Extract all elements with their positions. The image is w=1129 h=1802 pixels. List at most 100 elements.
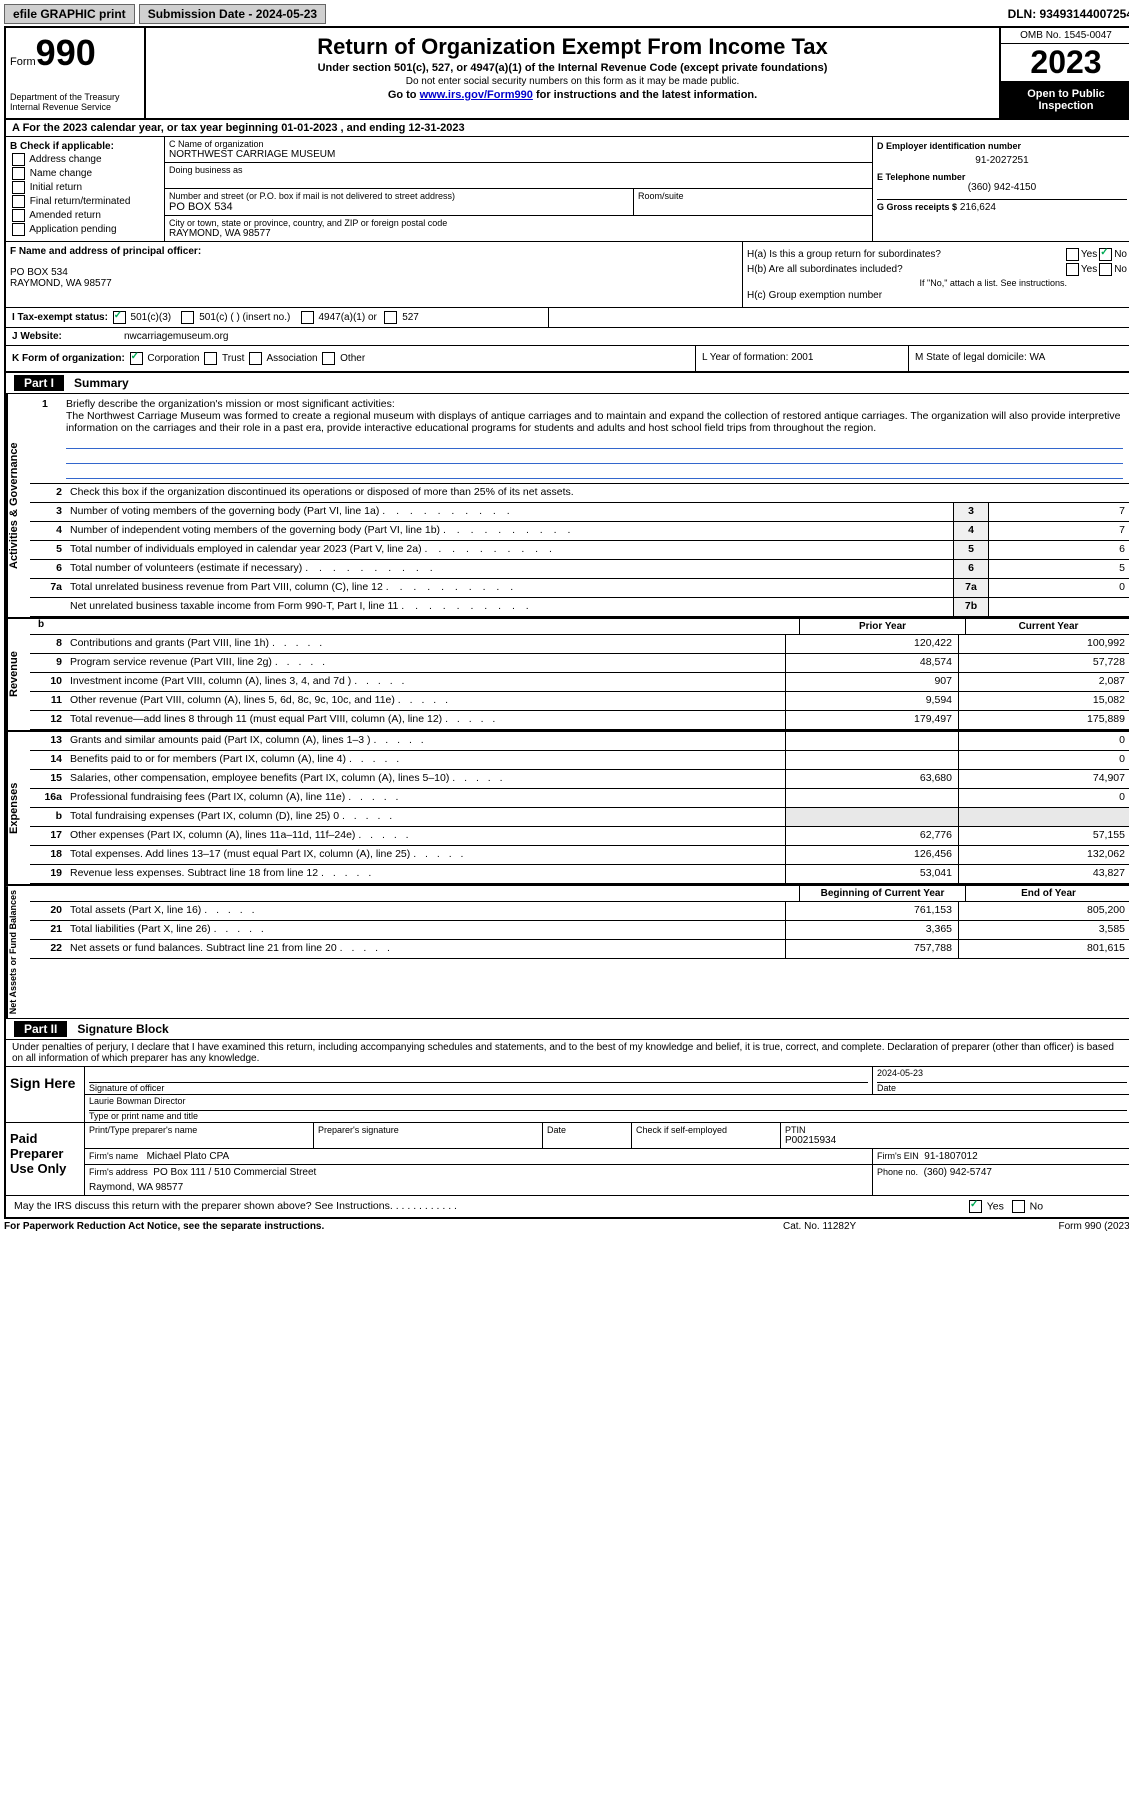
line-3: 3Number of voting members of the governi…: [30, 503, 1129, 522]
l-year-formation: L Year of formation: 2001: [696, 346, 909, 371]
vtab-expenses: Expenses: [6, 732, 30, 884]
form-footer: Form 990 (2023): [983, 1221, 1129, 1232]
line-10: 10Investment income (Part VIII, column (…: [30, 673, 1129, 692]
omb-number: OMB No. 1545-0047: [1001, 28, 1129, 44]
chk-trust[interactable]: [204, 352, 217, 365]
org-name-label: C Name of organization: [169, 139, 868, 149]
col-h: H(a) Is this a group return for subordin…: [743, 242, 1129, 307]
h-b-yes[interactable]: [1066, 263, 1079, 276]
discuss-label: May the IRS discuss this return with the…: [14, 1200, 393, 1212]
phone-value: (360) 942-4150: [877, 182, 1127, 193]
chk-address-change[interactable]: Address change: [10, 153, 160, 166]
ein-label: D Employer identification number: [877, 141, 1127, 151]
chk-application-pending[interactable]: Application pending: [10, 223, 160, 236]
chk-amended-return[interactable]: Amended return: [10, 209, 160, 222]
h-a-no[interactable]: [1099, 248, 1112, 261]
officer-addr1: PO BOX 534: [10, 267, 738, 278]
line-18: 18Total expenses. Add lines 13–17 (must …: [30, 846, 1129, 865]
form-990-container: Form990 Department of the Treasury Inter…: [4, 26, 1129, 1219]
section-bcd: B Check if applicable: Address change Na…: [6, 137, 1129, 242]
dln-label: DLN: 93493144007254: [1008, 7, 1129, 21]
form-number: 990: [36, 32, 96, 73]
h-b-note: If "No," attach a list. See instructions…: [747, 278, 1127, 288]
ptin-label: PTIN: [785, 1125, 1127, 1135]
chk-final-return[interactable]: Final return/terminated: [10, 195, 160, 208]
dba-row: Doing business as: [165, 163, 872, 189]
line-6: 6Total number of volunteers (estimate if…: [30, 560, 1129, 579]
officer-addr2: RAYMOND, WA 98577: [10, 278, 738, 289]
vtab-netassets: Net Assets or Fund Balances: [6, 886, 30, 1018]
form-header: Form990 Department of the Treasury Inter…: [6, 28, 1129, 120]
col-f: F Name and address of principal officer:…: [6, 242, 743, 307]
j-label: J Website:: [12, 331, 62, 342]
part-2-header: Part II Signature Block: [6, 1019, 1129, 1040]
header-right: OMB No. 1545-0047 2023 Open to Public In…: [999, 28, 1129, 118]
line-2: 2 Check this box if the organization dis…: [30, 484, 1129, 503]
org-name: NORTHWEST CARRIAGE MUSEUM: [169, 149, 868, 160]
street-value: PO BOX 534: [169, 201, 629, 213]
line-20: 20Total assets (Part X, line 16) . . . .…: [30, 902, 1129, 921]
mission-text: The Northwest Carriage Museum was formed…: [66, 410, 1123, 434]
row-klm: K Form of organization: Corporation Trus…: [6, 346, 1129, 373]
street-label: Number and street (or P.O. box if mail i…: [169, 191, 629, 201]
part-1-title: Summary: [74, 376, 129, 390]
ptin-value: P00215934: [785, 1135, 1127, 1146]
header-left: Form990 Department of the Treasury Inter…: [6, 28, 146, 118]
chk-initial-return[interactable]: Initial return: [10, 181, 160, 194]
firm-phone-label: Phone no.: [877, 1167, 918, 1177]
city-label: City or town, state or province, country…: [169, 218, 868, 228]
submission-date-button[interactable]: Submission Date - 2024-05-23: [139, 4, 326, 24]
discuss-no[interactable]: [1012, 1200, 1025, 1213]
tax-year: 2023: [1001, 44, 1129, 82]
sig-date-value: 2024-05-23: [877, 1068, 1127, 1083]
ein-value: 91-2027251: [877, 155, 1127, 166]
chk-4947[interactable]: [301, 311, 314, 324]
i-label: I Tax-exempt status:: [12, 312, 108, 323]
part-1-num: Part I: [14, 375, 64, 391]
chk-501c[interactable]: [181, 311, 194, 324]
h-b-label: H(b) Are all subordinates included?: [747, 264, 1064, 275]
line-19: 19Revenue less expenses. Subtract line 1…: [30, 865, 1129, 884]
line-16a: 16aProfessional fundraising fees (Part I…: [30, 789, 1129, 808]
firm-addr-label: Firm's address: [89, 1167, 148, 1177]
hdr-prior: Prior Year: [799, 619, 965, 634]
dba-label: Doing business as: [169, 165, 868, 175]
chk-527[interactable]: [384, 311, 397, 324]
prep-name-label: Print/Type preparer's name: [89, 1125, 309, 1135]
sig-date-label: Date: [877, 1083, 1127, 1093]
chk-other[interactable]: [322, 352, 335, 365]
revenue-section: Revenue b Prior Year Current Year 8Contr…: [6, 619, 1129, 732]
goto-pre: Go to: [388, 89, 420, 101]
revenue-header: b Prior Year Current Year: [30, 619, 1129, 635]
goto-post: for instructions and the latest informat…: [533, 89, 757, 101]
line-13: 13Grants and similar amounts paid (Part …: [30, 732, 1129, 751]
h-a-yes[interactable]: [1066, 248, 1079, 261]
q1-num: 1: [42, 398, 48, 410]
chk-name-change[interactable]: Name change: [10, 167, 160, 180]
paid-preparer-row: Paid Preparer Use Only Print/Type prepar…: [6, 1123, 1129, 1196]
form-title: Return of Organization Exempt From Incom…: [150, 34, 995, 60]
chk-corp[interactable]: [130, 352, 143, 365]
chk-assoc[interactable]: [249, 352, 262, 365]
sig-officer-label: Signature of officer: [89, 1083, 868, 1093]
paid-preparer-label: Paid Preparer Use Only: [6, 1123, 85, 1195]
m-state-domicile: M State of legal domicile: WA: [909, 346, 1129, 371]
discuss-yes[interactable]: [969, 1200, 982, 1213]
officer-name-value: Laurie Bowman Director: [89, 1096, 1127, 1111]
discuss-row: May the IRS discuss this return with the…: [6, 1196, 1129, 1217]
cat-no: Cat. No. 11282Y: [783, 1221, 983, 1232]
firm-ein-label: Firm's EIN: [877, 1151, 919, 1161]
h-a-label: H(a) Is this a group return for subordin…: [747, 249, 1064, 260]
line-11: 11Other revenue (Part VIII, column (A), …: [30, 692, 1129, 711]
chk-501c3[interactable]: [113, 311, 126, 324]
hdr-beginning: Beginning of Current Year: [799, 886, 965, 901]
efile-print-button[interactable]: efile GRAPHIC print: [4, 4, 135, 24]
hdr-current: Current Year: [965, 619, 1129, 634]
line-7b: Net unrelated business taxable income fr…: [30, 598, 1129, 617]
irs-link[interactable]: www.irs.gov/Form990: [420, 89, 533, 101]
col-d: D Employer identification number 91-2027…: [873, 137, 1129, 241]
officer-label: F Name and address of principal officer:: [10, 246, 738, 257]
h-b-no[interactable]: [1099, 263, 1112, 276]
website-value: nwcarriagemuseum.org: [118, 328, 235, 345]
row-i: I Tax-exempt status: 501(c)(3) 501(c) ( …: [6, 308, 1129, 328]
